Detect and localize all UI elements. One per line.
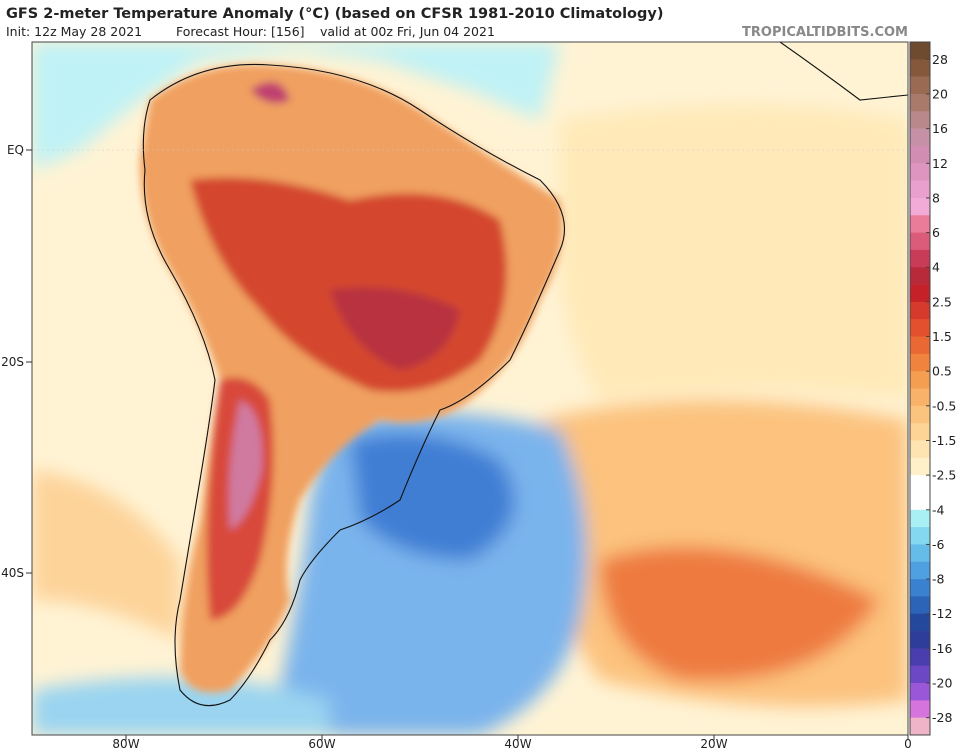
- colorbar-band: [910, 197, 930, 216]
- lon-label: 20W: [700, 737, 727, 750]
- colorbar-band: [910, 163, 930, 181]
- colorbar-band: [910, 648, 930, 666]
- colorbar-band: [910, 128, 930, 147]
- colorbar-band: [910, 76, 930, 95]
- forecast-hour: Forecast Hour: [156]: [176, 24, 305, 39]
- colorbar-label: 8: [932, 190, 940, 205]
- colorbar-band: [910, 423, 930, 441]
- colorbar: 28 20 16 12 8 6 4 2.5 1.5 0.5 -0.5 -1.5 -2.5 -4 -6 -8 -1…: [909, 41, 956, 736]
- colorbar-label: -8: [932, 572, 945, 587]
- colorbar-label: 1.5: [932, 329, 952, 344]
- colorbar-band: [910, 215, 930, 233]
- colorbar-label: -6: [932, 537, 945, 552]
- colorbar-label: 2.5: [932, 294, 952, 309]
- colorbar-band: [910, 93, 930, 112]
- colorbar-band: [910, 232, 930, 251]
- colorbar-band: [910, 544, 930, 563]
- colorbar-label: -16: [932, 641, 952, 656]
- colorbar-band: [910, 59, 930, 77]
- colorbar-band: [910, 613, 930, 632]
- colorbar-band: [910, 527, 930, 545]
- colorbar-label: -0.5: [932, 398, 956, 413]
- colorbar-label: -4: [932, 502, 945, 517]
- colorbar-band: [910, 353, 930, 372]
- colorbar-label: -20: [932, 676, 952, 691]
- watermark: TROPICALTIDBITS.COM: [742, 25, 908, 40]
- colorbar-label: 28: [932, 52, 948, 67]
- colorbar-band: [910, 579, 930, 597]
- lon-label: 0: [904, 737, 912, 750]
- colorbar-band: [910, 596, 930, 615]
- colorbar-label: 12: [932, 156, 948, 171]
- colorbar-band: [910, 371, 930, 389]
- colorbar-band: [910, 475, 930, 493]
- colorbar-band: [910, 180, 930, 199]
- colorbar-band: [910, 145, 930, 164]
- colorbar-label: 16: [932, 121, 948, 136]
- colorbar-band: [910, 319, 930, 337]
- colorbar-label: 4: [932, 260, 940, 275]
- colorbar-band: [910, 388, 930, 407]
- colorbar-label: -1.5: [932, 433, 956, 448]
- colorbar-band: [910, 457, 930, 476]
- lon-label: 60W: [308, 737, 335, 750]
- map: [32, 42, 908, 735]
- colorbar-frame: [909, 41, 931, 736]
- colorbar-label: 0.5: [932, 364, 952, 379]
- colorbar-label: 20: [932, 86, 948, 101]
- init-time: Init: 12z May 28 2021: [6, 24, 142, 39]
- colorbar-band: [910, 249, 930, 268]
- colorbar-label: -28: [932, 710, 952, 725]
- colorbar-band: [910, 301, 930, 320]
- lon-label: 80W: [112, 737, 139, 750]
- title: GFS 2-meter Temperature Anomaly (°C) (ba…: [6, 6, 663, 22]
- colorbar-band: [910, 509, 930, 528]
- colorbar-band: [910, 42, 930, 60]
- lat-label: 40S: [1, 566, 24, 580]
- colorbar-band: [910, 665, 930, 684]
- colorbar-band: [910, 717, 930, 736]
- colorbar-band: [910, 405, 930, 424]
- colorbar-band: [910, 683, 930, 701]
- lon-label: 40W: [504, 737, 531, 750]
- colorbar-band: [910, 336, 930, 355]
- map-frame: [31, 41, 909, 736]
- lat-label: 20S: [1, 355, 24, 369]
- colorbar-band: [910, 111, 930, 129]
- valid-time: valid at 00z Fri, Jun 04 2021: [320, 24, 495, 39]
- colorbar-band: [910, 561, 930, 580]
- colorbar-label: -12: [932, 606, 952, 621]
- colorbar-label: -2.5: [932, 468, 956, 483]
- colorbar-band: [910, 492, 930, 511]
- colorbar-band: [910, 631, 930, 649]
- lat-label: EQ: [7, 143, 24, 157]
- colorbar-band: [910, 267, 930, 285]
- colorbar-band: [910, 440, 930, 459]
- colorbar-label: 6: [932, 225, 940, 240]
- colorbar-band: [910, 700, 930, 718]
- colorbar-band: [910, 284, 930, 303]
